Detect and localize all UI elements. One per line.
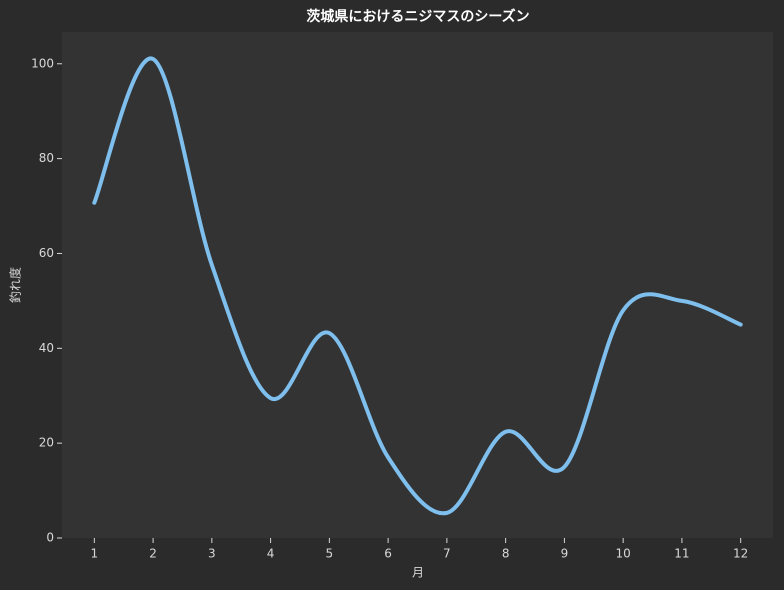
y-tick-label: 100 [31,56,54,70]
y-tick-label: 0 [46,531,54,545]
x-tick-label: 3 [208,547,216,561]
x-tick-label: 4 [267,547,275,561]
line [92,56,743,516]
chart-title: 茨城県におけるニジマスのシーズン [306,8,529,25]
x-tick-label: 11 [674,547,689,561]
y-tick-label: 20 [39,436,54,450]
y-axis-label: 釣れ度 [8,267,23,303]
x-tick-label: 1 [90,547,98,561]
y-tick-label: 80 [39,151,54,165]
x-tick-label: 2 [149,547,157,561]
x-axis-label: 月 [412,566,424,580]
x-tick-label: 9 [561,547,569,561]
plot-area [62,32,773,538]
x-tick-label: 8 [502,547,510,561]
x-tick-label: 5 [326,547,334,561]
x-tick-label: 6 [384,547,392,561]
x-tick-label: 10 [616,547,631,561]
y-tick-label: 40 [39,341,54,355]
x-tick-label: 12 [733,547,748,561]
y-tick-label: 60 [39,246,54,260]
x-tick-label: 7 [443,547,451,561]
